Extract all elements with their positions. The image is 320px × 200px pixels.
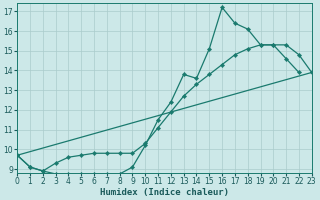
X-axis label: Humidex (Indice chaleur): Humidex (Indice chaleur) [100,188,229,197]
